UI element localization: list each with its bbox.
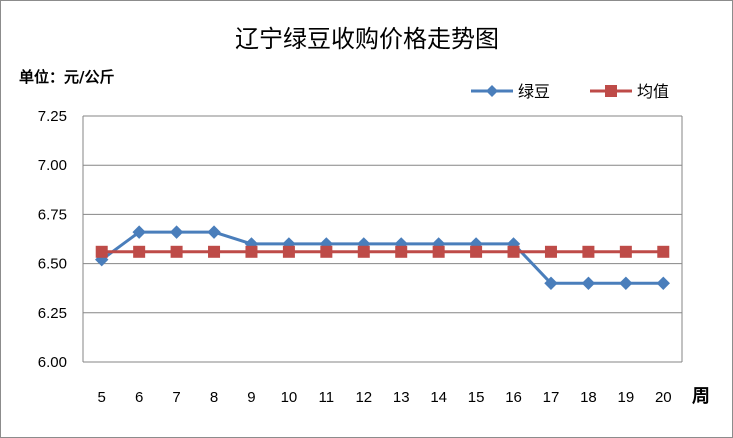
data-point (581, 276, 596, 290)
x-tick-label: 12 (355, 389, 372, 406)
x-tick-label: 18 (580, 389, 597, 406)
data-point (656, 276, 670, 290)
legend-label: 绿豆 (518, 82, 550, 101)
data-point (395, 245, 408, 258)
x-tick-label: 5 (98, 389, 106, 406)
x-tick-label: 14 (430, 389, 447, 406)
x-tick-label: 13 (393, 389, 410, 406)
data-point (544, 276, 558, 290)
x-tick-label: 6 (135, 389, 143, 406)
data-point (619, 245, 632, 258)
data-point (544, 245, 557, 258)
legend-label: 均值 (637, 82, 669, 101)
y-tick-label: 6.25 (38, 305, 67, 322)
data-point (657, 245, 670, 258)
y-tick-label: 7.25 (38, 108, 67, 125)
x-tick-label: 17 (543, 389, 560, 406)
data-point (133, 245, 146, 258)
data-point (357, 245, 370, 258)
y-tick-label: 6.75 (38, 206, 67, 223)
legend: 绿豆 均值 (471, 82, 669, 101)
x-tick-label: 16 (505, 389, 522, 406)
data-point (582, 245, 595, 258)
y-tick-labels: 7.25 7.00 6.75 6.50 6.25 6.00 (38, 108, 67, 371)
grid-lines (82, 115, 683, 363)
chart-title: 辽宁绿豆收购价格走势图 (235, 25, 499, 53)
x-axis-label: 周 (692, 386, 710, 407)
x-tick-label: 11 (319, 389, 335, 406)
x-tick-label: 7 (172, 389, 180, 406)
data-point (170, 245, 183, 258)
x-tick-label: 15 (468, 389, 485, 406)
series-line-1 (100, 230, 664, 285)
data-point (282, 245, 295, 258)
data-point (95, 245, 108, 258)
data-point (507, 245, 520, 258)
data-point (169, 225, 184, 239)
data-point (470, 245, 483, 258)
x-tick-label: 19 (618, 389, 635, 406)
data-point (245, 245, 258, 258)
y-tick-label: 6.50 (38, 256, 67, 273)
y-tick-label: 6.00 (38, 354, 67, 371)
x-tick-labels: 5 6 7 8 9 10 11 12 13 14 15 16 17 18 19 20 (98, 389, 672, 406)
data-point (320, 245, 333, 258)
x-tick-label: 9 (247, 389, 255, 406)
data-point (619, 276, 633, 290)
x-tick-label: 8 (210, 389, 218, 406)
series-group (95, 225, 670, 290)
data-point (132, 225, 146, 239)
y-tick-label: 7.00 (38, 157, 67, 174)
data-point (208, 245, 221, 258)
data-point (432, 245, 445, 258)
unit-label: 单位：元/公斤 (19, 68, 114, 86)
x-tick-label: 20 (655, 389, 672, 406)
legend-marker (486, 85, 498, 97)
x-tick-label: 10 (281, 389, 298, 406)
legend-marker (605, 85, 617, 97)
data-point (207, 225, 221, 239)
